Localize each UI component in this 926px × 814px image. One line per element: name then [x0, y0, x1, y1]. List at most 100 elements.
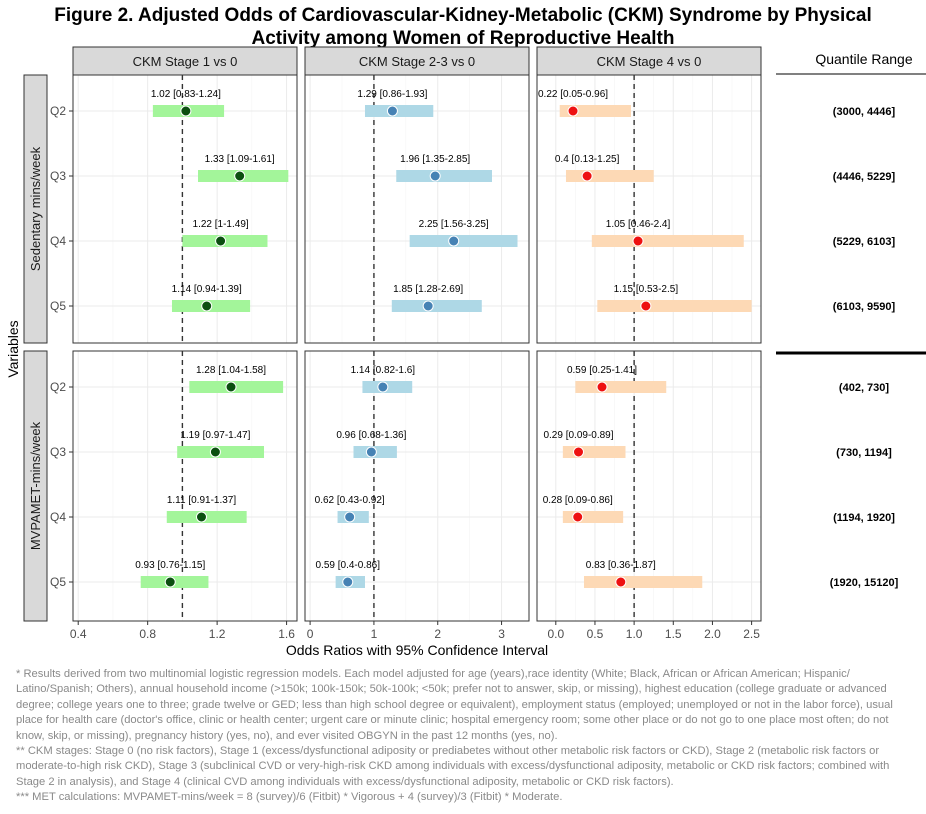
- data-label: 0.59 [0.4-0.86]: [316, 560, 381, 571]
- y-tick-label: Q5: [50, 575, 66, 589]
- data-label: 0.59 [0.25-1.41]: [567, 365, 637, 376]
- panel-border-3-1: [536, 74, 762, 344]
- figure-title-line-1: Figure 2. Adjusted Odds of Cardiovascula…: [54, 5, 872, 26]
- ci-bar: [396, 170, 492, 182]
- forest-plot: CKM Stage 1 vs 0 CKM Stage 2-3 vs 0 CKM St…: [5, 46, 926, 658]
- or-point: [164, 576, 176, 588]
- panel-bg-2-1: [305, 75, 529, 343]
- footnote-met-calc: *** MET calculations: MVPAMET-mins/week …: [16, 791, 563, 804]
- quantile-range: (402, 730]: [839, 382, 889, 394]
- data-label: 0.93 [0.76-1.15]: [135, 560, 205, 571]
- panel-bg-1-1: [73, 75, 297, 343]
- data-label: 1.29 [0.86-1.93]: [357, 89, 427, 100]
- ci-bar: [391, 300, 482, 312]
- or-point: [225, 381, 237, 393]
- or-point: [573, 446, 585, 458]
- quantile-range: (6103, 9590]: [833, 301, 896, 313]
- data-label: 1.96 [1.35-2.85]: [400, 154, 470, 165]
- y-tick-label: Q2: [50, 104, 66, 118]
- or-point: [201, 300, 213, 312]
- y-tick-label: Q2: [50, 380, 66, 394]
- panel-bg-3-1: [537, 75, 761, 343]
- x-tick-label: 1.6: [278, 627, 295, 641]
- group-label-1: Sedentary mins/week: [28, 146, 43, 271]
- ci-bar: [575, 381, 667, 393]
- or-point: [567, 105, 579, 117]
- or-point: [448, 235, 460, 247]
- ci-bar: [364, 105, 434, 117]
- data-label: 2.25 [1.56-3.25]: [419, 219, 489, 230]
- or-point: [632, 235, 644, 247]
- quantile-range: (730, 1194]: [836, 447, 892, 459]
- ci-bar: [583, 576, 703, 588]
- group-strip-1: [23, 74, 48, 344]
- or-point: [386, 105, 398, 117]
- y-axis-title: Variables: [5, 320, 21, 377]
- x-tick-label: 3: [498, 627, 505, 641]
- data-label: 0.83 [0.36-1.87]: [586, 560, 656, 571]
- data-label: 1.19 [0.97-1.47]: [180, 430, 250, 441]
- panel-border-3-2: [536, 350, 762, 622]
- ci-bar: [591, 235, 744, 247]
- x-tick-label: 1.0: [626, 627, 643, 641]
- quantile-header: Quantile Range: [815, 51, 913, 67]
- x-tick-label: 0.4: [70, 627, 87, 641]
- x-tick-label: 2: [434, 627, 441, 641]
- ci-bar: [565, 170, 654, 182]
- figure-title: Figure 2. Adjusted Odds of Cardiovascula…: [0, 4, 926, 50]
- or-point: [422, 300, 434, 312]
- ci-bar: [597, 300, 752, 312]
- panel-border-2-1: [304, 74, 530, 344]
- data-label: 1.22 [1-1.49]: [193, 219, 249, 230]
- or-point: [615, 576, 627, 588]
- or-point: [344, 511, 356, 523]
- panel-title-1: CKM Stage 1 vs 0: [133, 54, 238, 69]
- footnote-adjustment: * Results derived from two multinomial l…: [16, 668, 893, 742]
- quantile-range: (1194, 1920]: [833, 512, 895, 524]
- data-label: 1.15 [0.53-2.5]: [614, 284, 679, 295]
- data-label: 0.28 [0.09-0.86]: [543, 495, 613, 506]
- footnotes: * Results derived from two multinomial l…: [16, 667, 918, 806]
- or-point: [215, 235, 227, 247]
- or-point: [195, 511, 207, 523]
- quantile-range: (1920, 15120]: [830, 577, 899, 589]
- panel-title-3: CKM Stage 4 vs 0: [597, 54, 702, 69]
- or-point: [234, 170, 246, 182]
- x-tick-label: 1.5: [665, 627, 682, 641]
- data-label: 0.96 [0.68-1.36]: [336, 430, 406, 441]
- group-label-2: MVPAMET-mins/week: [28, 421, 43, 550]
- ci-bar: [409, 235, 518, 247]
- x-tick-label: 1.2: [209, 627, 226, 641]
- or-point: [209, 446, 221, 458]
- or-point: [572, 511, 584, 523]
- data-label: 1.85 [1.28-2.69]: [393, 284, 463, 295]
- panel-border-2-2: [304, 350, 530, 622]
- ci-bar: [562, 446, 626, 458]
- panel-strip-1: [72, 46, 298, 76]
- panel-strip-3: [536, 46, 762, 76]
- or-point: [640, 300, 652, 312]
- x-tick-label: 0.5: [587, 627, 604, 641]
- or-point: [342, 576, 354, 588]
- x-tick-label: 0: [307, 627, 314, 641]
- data-label: 1.33 [1.09-1.61]: [205, 154, 275, 165]
- or-point: [180, 105, 192, 117]
- or-point: [429, 170, 441, 182]
- panel-border-1-2: [72, 350, 298, 622]
- ci-bar: [562, 511, 624, 523]
- x-tick-label: 1: [371, 627, 378, 641]
- y-tick-label: Q3: [50, 169, 66, 183]
- data-label: 1.11 [0.91-1.37]: [167, 495, 237, 506]
- y-tick-label: Q4: [50, 234, 66, 248]
- x-tick-label: 0.0: [547, 627, 564, 641]
- or-point: [365, 446, 377, 458]
- group-strip-2: [23, 350, 48, 622]
- or-point: [596, 381, 608, 393]
- x-tick-label: 2.5: [743, 627, 760, 641]
- data-label: 0.29 [0.09-0.89]: [543, 430, 613, 441]
- panel-border-1-1: [72, 74, 298, 344]
- data-label: 0.22 [0.05-0.96]: [538, 89, 608, 100]
- quantile-range: (3000, 4446]: [833, 106, 896, 118]
- data-label: 1.14 [0.94-1.39]: [172, 284, 242, 295]
- data-label: 1.05 [0.46-2.4]: [606, 219, 671, 230]
